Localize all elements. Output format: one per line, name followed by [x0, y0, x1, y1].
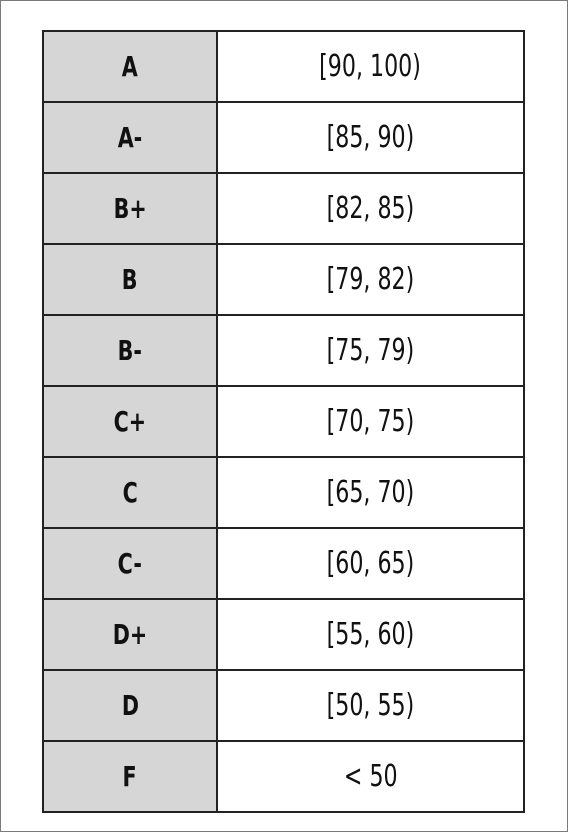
table-row: F < 50: [42, 740, 525, 813]
score-range: [50, 55): [326, 688, 415, 723]
table-row: B+ [82, 85): [42, 172, 525, 245]
grade-cell: B+: [42, 172, 218, 245]
range-cell: [79, 82): [216, 243, 525, 316]
table-row: D+ [55, 60): [42, 598, 525, 671]
grade-cell: B-: [42, 314, 218, 387]
grade-label: F: [122, 760, 138, 793]
table-row: C+ [70, 75): [42, 385, 525, 458]
score-range: [70, 75): [326, 404, 415, 439]
grade-cell: D+: [42, 598, 218, 671]
table-row: A [90, 100): [42, 30, 525, 103]
range-cell: < 50: [216, 740, 525, 813]
grade-label: B+: [113, 192, 147, 225]
score-range: [90, 100): [319, 49, 422, 84]
grade-cell: C-: [42, 527, 218, 600]
grade-label: A: [122, 50, 138, 83]
grade-label: B-: [117, 334, 143, 367]
range-cell: [70, 75): [216, 385, 525, 458]
grade-label: A-: [117, 121, 143, 154]
score-range: [65, 70): [326, 475, 415, 510]
table-row: D [50, 55): [42, 669, 525, 742]
table-row: C [65, 70): [42, 456, 525, 529]
grade-label: C+: [113, 405, 147, 438]
grade-label: B: [122, 263, 138, 296]
score-range: [75, 79): [326, 333, 415, 368]
grade-label: C-: [117, 547, 143, 580]
range-cell: [82, 85): [216, 172, 525, 245]
score-range: [85, 90): [326, 120, 415, 155]
range-cell: [65, 70): [216, 456, 525, 529]
grade-cell: B: [42, 243, 218, 316]
grade-cell: C+: [42, 385, 218, 458]
grade-cell: A-: [42, 101, 218, 174]
score-range: [55, 60): [326, 617, 415, 652]
table-row: C- [60, 65): [42, 527, 525, 600]
range-cell: [55, 60): [216, 598, 525, 671]
table-row: B- [75, 79): [42, 314, 525, 387]
score-range: [79, 82): [326, 262, 415, 297]
grade-label: D: [121, 689, 139, 722]
grade-table: A [90, 100) A- [85, 90) B+ [82, 85) B [7…: [42, 30, 525, 813]
grade-cell: C: [42, 456, 218, 529]
range-cell: [90, 100): [216, 30, 525, 103]
range-cell: [75, 79): [216, 314, 525, 387]
grade-label: C: [122, 476, 138, 509]
score-range: [60, 65): [326, 546, 415, 581]
table-row: A- [85, 90): [42, 101, 525, 174]
range-cell: [60, 65): [216, 527, 525, 600]
score-range: [82, 85): [326, 191, 415, 226]
grade-cell: A: [42, 30, 218, 103]
range-cell: [50, 55): [216, 669, 525, 742]
grade-label: D+: [112, 618, 148, 651]
range-cell: [85, 90): [216, 101, 525, 174]
grade-cell: D: [42, 669, 218, 742]
grade-cell: F: [42, 740, 218, 813]
table-row: B [79, 82): [42, 243, 525, 316]
score-range: < 50: [343, 759, 398, 794]
